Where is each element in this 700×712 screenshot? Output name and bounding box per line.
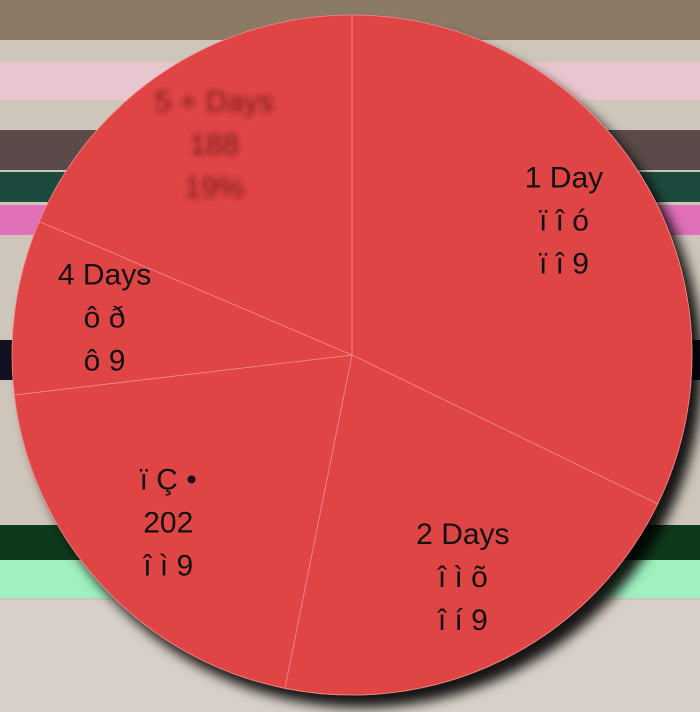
percent-label: ô 9	[84, 344, 126, 377]
pie-slice	[13, 354, 353, 689]
value-label: 202	[143, 506, 193, 539]
value-label: ô ð	[84, 301, 126, 334]
percent-label: ï î 9	[539, 247, 589, 280]
pie	[11, 14, 693, 696]
slice-label: ï Ç •	[140, 463, 197, 496]
pie-slice	[284, 354, 659, 696]
slice-label: 1 Day	[525, 161, 603, 194]
pie-slice	[351, 14, 693, 505]
slice-label: 5 + Days	[155, 85, 274, 118]
slice-label: 2 Days	[416, 518, 509, 551]
value-label: 188	[189, 128, 239, 161]
value-label: î ì õ	[437, 561, 488, 594]
value-label: ï î ó	[539, 204, 589, 237]
pie-slice	[11, 220, 354, 396]
percent-label: î í 9	[437, 604, 488, 637]
percent-label: 19%	[184, 171, 244, 204]
pie-slice	[38, 14, 353, 356]
slice-label: 4 Days	[58, 258, 151, 291]
percent-label: î ì 9	[142, 549, 193, 582]
